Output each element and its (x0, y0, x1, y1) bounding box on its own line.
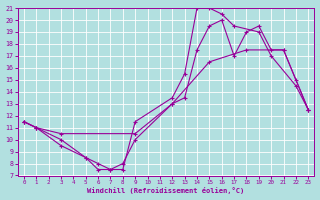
X-axis label: Windchill (Refroidissement éolien,°C): Windchill (Refroidissement éolien,°C) (87, 187, 245, 194)
